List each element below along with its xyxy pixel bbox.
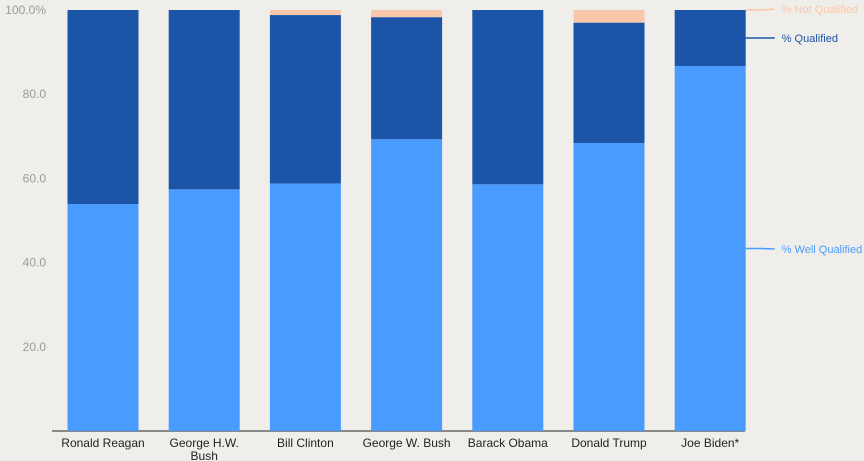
bar-segment xyxy=(472,184,544,431)
y-tick-label: 40.0 xyxy=(23,256,47,270)
legend-label: % Qualified xyxy=(782,33,838,45)
legend-label: % Not Qualified xyxy=(782,4,858,16)
x-axis-labels: Ronald Reagan George H.W.Bush Bill Clinton… xyxy=(61,436,739,461)
bar-segment xyxy=(168,189,240,431)
legend-label: % Well Qualified xyxy=(782,244,863,256)
bar-segment xyxy=(371,139,443,431)
bar-segment xyxy=(674,10,746,66)
x-category-label: George H.W. xyxy=(170,436,239,450)
x-category-label: Joe Biden* xyxy=(681,436,739,450)
y-tick-label: 80.0 xyxy=(23,87,47,101)
bar-segment xyxy=(168,10,240,190)
bars xyxy=(67,10,746,432)
legend: % Well Qualified % Qualified % Not Qualifi… xyxy=(745,4,863,256)
y-tick-label: 100.0% xyxy=(5,3,46,17)
x-category-label: Bill Clinton xyxy=(277,436,334,450)
y-tick-label: 60.0 xyxy=(23,171,47,185)
bar-segment xyxy=(269,10,341,16)
bar-segment xyxy=(371,17,443,140)
bar-segment xyxy=(573,143,645,431)
bar-segment xyxy=(573,10,645,23)
y-axis: 20.0 40.0 60.0 80.0 100.0% xyxy=(5,3,46,354)
bar-segment xyxy=(472,10,544,185)
x-category-label: Donald Trump xyxy=(571,436,647,450)
legend-connector xyxy=(745,8,775,11)
bar-segment xyxy=(573,22,645,144)
x-category-label: Ronald Reagan xyxy=(61,436,144,450)
bar-segment xyxy=(269,15,341,184)
bar-segment xyxy=(674,65,746,432)
y-tick-label: 20.0 xyxy=(23,340,47,354)
legend-connector xyxy=(745,247,775,250)
x-category-label: George W. Bush xyxy=(363,436,451,450)
bar-segment xyxy=(67,10,139,205)
bar-segment xyxy=(67,204,139,431)
bar-segment xyxy=(371,10,443,18)
x-category-label: Barack Obama xyxy=(468,436,548,450)
bar-segment xyxy=(269,183,341,431)
x-category-label: Bush xyxy=(191,449,218,461)
